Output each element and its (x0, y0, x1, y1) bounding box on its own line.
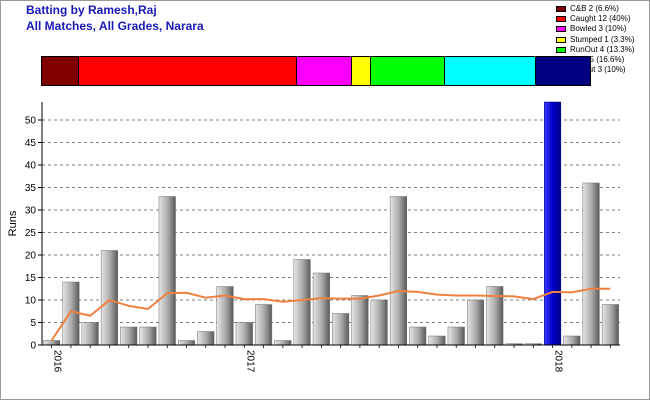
legend-label: Stumped 1 (3.3%) (570, 34, 635, 44)
y-tick-label: 40 (25, 161, 37, 172)
legend-swatch (556, 6, 566, 12)
bar (120, 326, 138, 346)
legend-item: RunOut 4 (13.3%) (556, 45, 634, 55)
dismissal-segment (352, 57, 372, 85)
bar (312, 272, 330, 346)
chart-title: Batting by Ramesh,Raj (26, 3, 157, 17)
bar (158, 196, 176, 346)
y-tick-label: 10 (25, 296, 37, 307)
y-tick-label: 30 (25, 206, 37, 217)
dismissal-segment (535, 57, 590, 85)
legend-label: NotOut 3 (10%) (570, 65, 626, 75)
y-axis-title: Runs (7, 210, 19, 236)
legend-swatch (556, 46, 566, 53)
legend-label: Bowled 3 (10%) (570, 24, 627, 34)
bar (466, 299, 485, 346)
average-line (50, 287, 611, 342)
bar (177, 340, 196, 346)
dismissal-strip (41, 56, 591, 86)
dismissal-segment (444, 57, 536, 85)
bar (582, 182, 600, 346)
legend-label: LBW 5 (16.6%) (570, 54, 625, 64)
y-tick-label: 20 (25, 251, 37, 262)
y-tick-label: 25 (25, 228, 37, 239)
legend-item: Caught 12 (40%) (556, 14, 634, 24)
dismissal-segment (42, 57, 79, 85)
y-tick-label: 5 (30, 318, 36, 329)
bar (428, 335, 446, 346)
bar (43, 340, 61, 346)
bar (139, 326, 157, 346)
bar (255, 304, 273, 346)
bar (274, 340, 292, 346)
legend-label: Caught 12 (40%) (570, 14, 631, 24)
bar (293, 259, 311, 346)
x-tick-label: 2016 (52, 350, 63, 373)
bar (235, 322, 253, 346)
bar (351, 295, 369, 346)
y-tick-label: 15 (25, 273, 37, 284)
bar (389, 196, 407, 346)
legend-item: C&B 2 (6.6%) (556, 4, 634, 14)
dismissal-segment (371, 57, 445, 85)
bar (332, 313, 350, 346)
x-tick-label: 2017 (244, 350, 255, 373)
legend-item: Stumped 1 (3.3%) (556, 35, 634, 45)
legend-label: RunOut 4 (13.3%) (570, 44, 635, 54)
y-tick-label: 45 (25, 138, 37, 149)
bar (563, 335, 581, 346)
bar (370, 299, 388, 346)
bar (447, 326, 465, 346)
legend: C&B 2 (6.6%) Caught 12 (40%) Bowled 3 (10%… (556, 4, 634, 75)
bar (197, 331, 215, 346)
legend-swatch (556, 16, 566, 23)
legend-label: C&B 2 (6.6%) (570, 4, 619, 13)
dismissal-segment (78, 57, 298, 85)
bar (100, 250, 118, 346)
y-tick-label: 0 (30, 341, 36, 352)
legend-swatch (556, 26, 566, 33)
y-tick-label: 35 (25, 183, 37, 194)
y-tick-label: 50 (25, 116, 37, 127)
chart-subtitle: All Matches, All Grades, Narara (26, 19, 204, 33)
legend-swatch (556, 36, 566, 43)
x-tick-label: 2018 (553, 350, 564, 373)
bar (409, 326, 427, 346)
dismissal-segment (297, 57, 353, 85)
bar (81, 322, 99, 346)
bar (601, 304, 619, 346)
highlight-bar (544, 101, 562, 346)
legend-item: Bowled 3 (10%) (556, 24, 634, 34)
